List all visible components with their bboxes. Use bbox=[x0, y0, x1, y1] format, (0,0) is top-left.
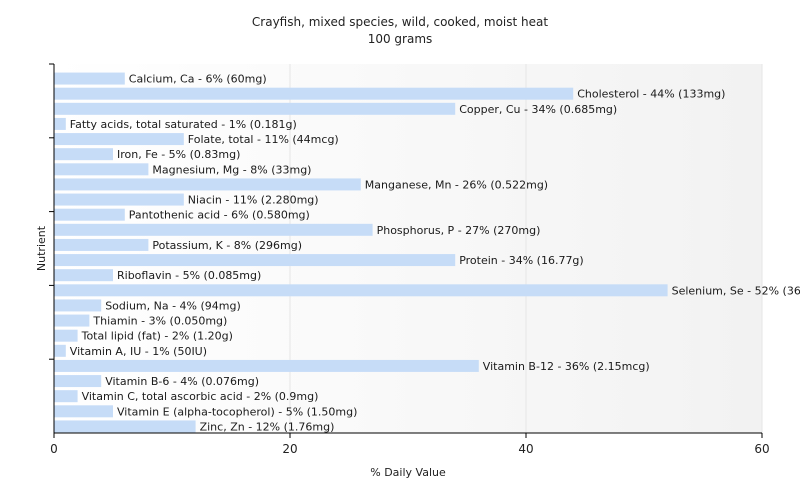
bar-label: Copper, Cu - 34% (0.685mg) bbox=[459, 103, 617, 116]
bar bbox=[54, 329, 78, 342]
bar bbox=[54, 163, 149, 176]
bar-label: Selenium, Se - 52% (36.7mcg) bbox=[672, 284, 800, 297]
bar bbox=[54, 299, 102, 312]
bar bbox=[54, 208, 125, 221]
bar-label: Niacin - 11% (2.280mg) bbox=[188, 194, 319, 207]
bar bbox=[54, 117, 66, 130]
bars bbox=[54, 72, 668, 433]
bar-label: Manganese, Mn - 26% (0.522mg) bbox=[365, 178, 548, 191]
bar-label: Phosphorus, P - 27% (270mg) bbox=[377, 224, 541, 237]
bar-label: Thiamin - 3% (0.050mg) bbox=[92, 315, 227, 328]
bar-label: Total lipid (fat) - 2% (1.20g) bbox=[81, 330, 233, 343]
bar-label: Vitamin B-12 - 36% (2.15mcg) bbox=[483, 360, 650, 373]
bar-label: Pantothenic acid - 6% (0.580mg) bbox=[129, 209, 310, 222]
bar bbox=[54, 87, 574, 100]
x-tick-label: 20 bbox=[282, 442, 297, 456]
bar bbox=[54, 133, 184, 146]
bar-label: Vitamin B-6 - 4% (0.076mg) bbox=[105, 375, 259, 388]
bar-label: Potassium, K - 8% (296mg) bbox=[152, 239, 302, 252]
bar bbox=[54, 193, 184, 206]
bar bbox=[54, 314, 90, 327]
bar bbox=[54, 420, 196, 433]
bar-label: Calcium, Ca - 6% (60mg) bbox=[129, 73, 267, 86]
bar bbox=[54, 269, 113, 282]
bar bbox=[54, 238, 149, 251]
chart-subtitle: 100 grams bbox=[367, 32, 433, 46]
bar bbox=[54, 359, 479, 372]
bar bbox=[54, 178, 361, 191]
bar bbox=[54, 344, 66, 357]
bar bbox=[54, 102, 456, 115]
bar-label: Fatty acids, total saturated - 1% (0.181… bbox=[70, 118, 297, 131]
bar-label: Protein - 34% (16.77g) bbox=[459, 254, 584, 267]
bar-label: Folate, total - 11% (44mcg) bbox=[188, 133, 339, 146]
bar-label: Vitamin C, total ascorbic acid - 2% (0.9… bbox=[82, 390, 319, 403]
bar-label: Sodium, Na - 4% (94mg) bbox=[105, 299, 241, 312]
bar-label: Cholesterol - 44% (133mg) bbox=[577, 88, 725, 101]
bar bbox=[54, 223, 373, 236]
bar bbox=[54, 72, 125, 85]
bar-labels: Calcium, Ca - 6% (60mg) Cholesterol - 44%… bbox=[70, 73, 800, 434]
bar-label: Riboflavin - 5% (0.085mg) bbox=[117, 269, 261, 282]
x-axis-title: % Daily Value bbox=[370, 466, 446, 479]
bar bbox=[54, 148, 113, 161]
bar-label: Vitamin E (alpha-tocopherol) - 5% (1.50m… bbox=[117, 405, 357, 418]
bar bbox=[54, 284, 668, 297]
bar bbox=[54, 254, 456, 267]
bar bbox=[54, 405, 113, 418]
bar-label: Zinc, Zn - 12% (1.76mg) bbox=[200, 420, 335, 433]
bar-label: Magnesium, Mg - 8% (33mg) bbox=[152, 163, 311, 176]
chart-title: Crayfish, mixed species, wild, cooked, m… bbox=[251, 15, 549, 29]
bar-label: Iron, Fe - 5% (0.83mg) bbox=[117, 148, 240, 161]
x-tick-label: 0 bbox=[50, 442, 58, 456]
x-tick-label: 60 bbox=[754, 442, 769, 456]
bar bbox=[54, 390, 78, 403]
axes: 0 20 40 60 bbox=[49, 63, 770, 456]
bar-label: Vitamin A, IU - 1% (50IU) bbox=[70, 345, 207, 358]
x-tick-label: 40 bbox=[518, 442, 533, 456]
y-axis-title: Nutrient bbox=[35, 225, 48, 271]
bar bbox=[54, 375, 102, 388]
